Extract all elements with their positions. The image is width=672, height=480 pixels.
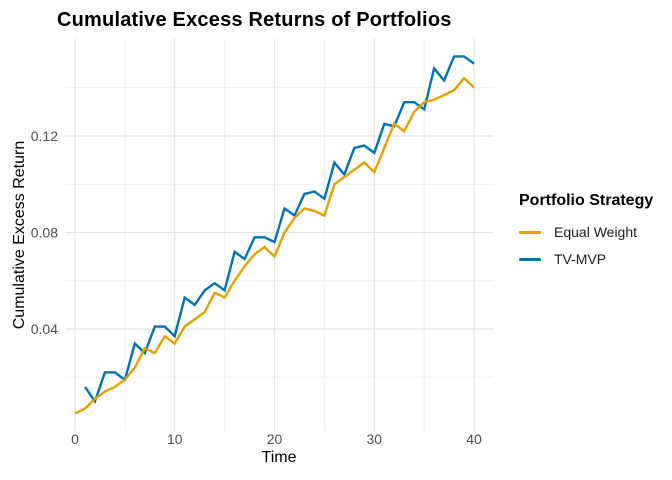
x-axis-title: Time: [261, 449, 297, 466]
legend-item-label: TV-MVP: [554, 251, 607, 267]
gridlines-major: [65, 38, 494, 432]
legend-swatch: [519, 257, 541, 261]
chart-title: Cumulative Excess Returns of Portfolios: [57, 9, 452, 31]
y-tick-label: 0.08: [31, 224, 58, 240]
legend-key-line-icon: [519, 230, 543, 234]
x-tick-label: 40: [466, 431, 482, 447]
gridlines-minor: [65, 38, 494, 432]
legend-key-line-icon: [519, 257, 543, 261]
tick-labels: 0 10 20 30 40 0.04 0.08 0.12: [31, 128, 482, 447]
x-tick-label: 0: [71, 431, 79, 447]
legend-title: Portfolio Strategy: [519, 192, 654, 209]
y-tick-label: 0.04: [31, 321, 58, 337]
legend-swatch: [519, 230, 541, 234]
y-tick-label: 0.12: [31, 128, 58, 144]
series-line-tv-mvp: [84, 55, 475, 405]
legend-item-equal-weight: Equal Weight: [519, 222, 653, 242]
legend-item-tv-mvp: TV-MVP: [519, 249, 653, 269]
legend-item-label: Equal Weight: [554, 224, 638, 240]
x-tick-label: 30: [366, 431, 382, 447]
series-line-equal-weight: [74, 76, 475, 415]
x-tick-label: 10: [167, 431, 183, 447]
x-tick-label: 20: [267, 431, 283, 447]
legend: Portfolio Strategy Equal Weight TV-MVP: [519, 192, 653, 276]
legend-items: Equal Weight TV-MVP: [519, 222, 653, 269]
